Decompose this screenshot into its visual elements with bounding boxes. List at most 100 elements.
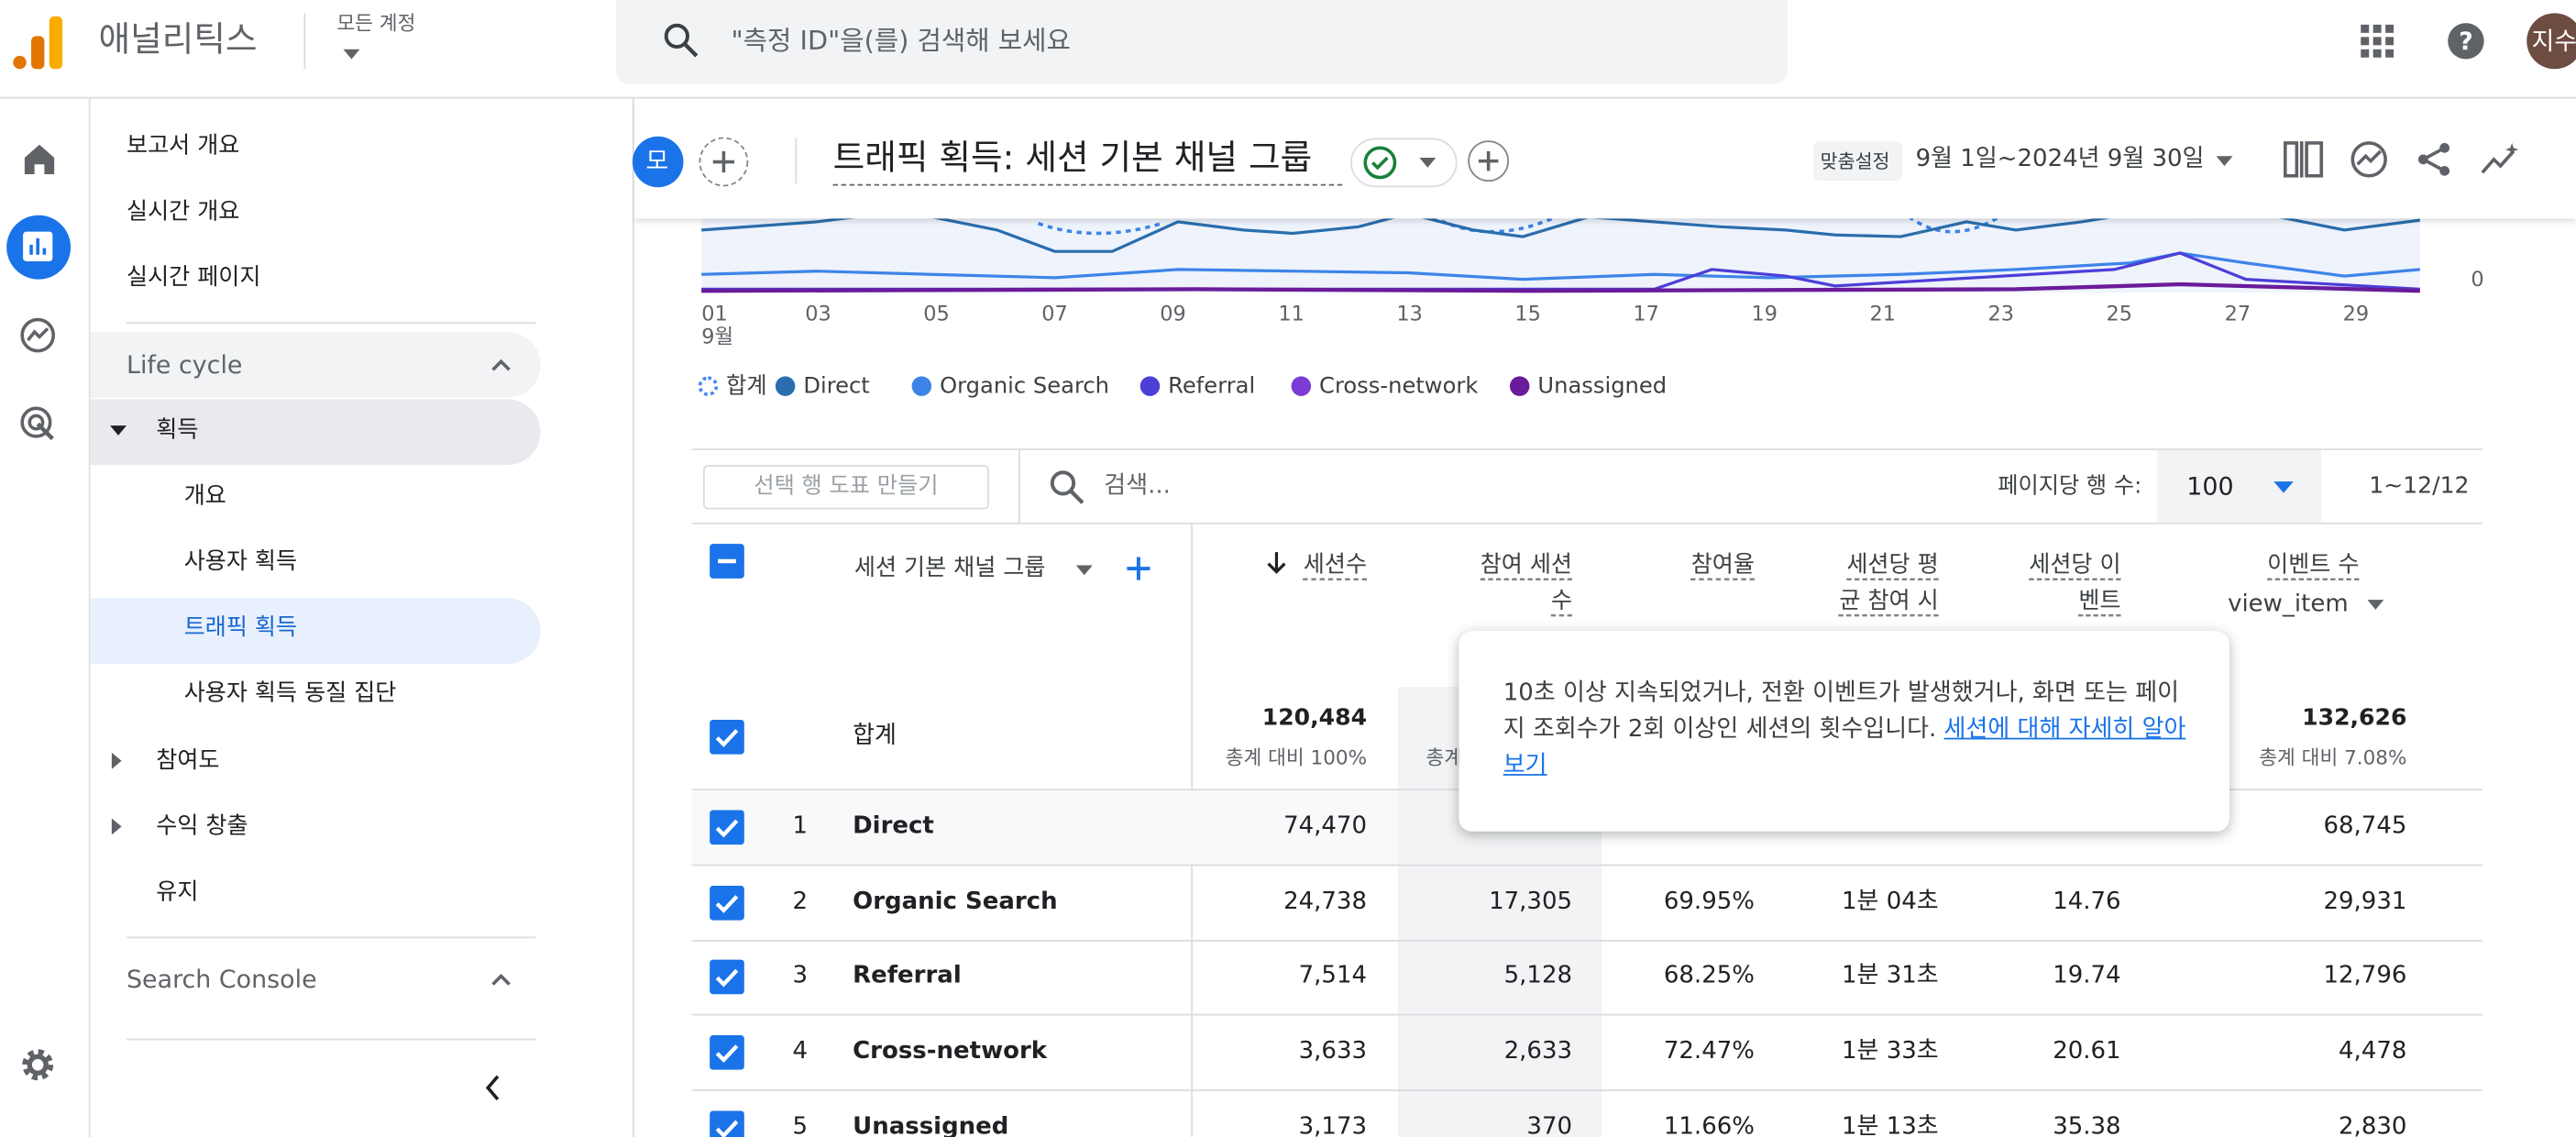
column-header[interactable]: 이벤트 수 bbox=[2267, 552, 2360, 579]
home-icon[interactable] bbox=[21, 141, 57, 177]
column-header[interactable]: 세션당 평균 참여 시간 bbox=[1839, 552, 1939, 615]
divider bbox=[303, 13, 306, 70]
report-header bbox=[633, 98, 2576, 219]
row-checkbox[interactable] bbox=[710, 810, 744, 845]
date-range[interactable]: 9월 1일~2024년 9월 30일 bbox=[1915, 146, 2205, 173]
nav-section[interactable]: Search Console bbox=[126, 964, 317, 995]
share-icon[interactable] bbox=[2416, 141, 2452, 177]
expand-right[interactable] bbox=[111, 752, 124, 769]
date-label: 맞춤설정 bbox=[1820, 149, 1890, 173]
search-box[interactable] bbox=[616, 0, 1788, 84]
column-header[interactable]: 세션당 이벤트 bbox=[2029, 552, 2121, 615]
search-placeholder[interactable]: "측정 ID"을(를) 검색해 보세요 bbox=[731, 24, 1071, 56]
row-channel[interactable]: Cross-network bbox=[853, 1038, 1048, 1065]
legend-swatch[interactable] bbox=[911, 376, 932, 396]
event-filter-arrow[interactable] bbox=[2367, 600, 2384, 610]
app-name: 애널리틱스 bbox=[98, 19, 258, 60]
column-header[interactable]: 참여율 bbox=[1690, 552, 1755, 579]
account-arrow[interactable] bbox=[343, 49, 360, 60]
cell-sessions: 74,470 bbox=[1283, 813, 1368, 840]
cell-sessions: 24,738 bbox=[1283, 888, 1368, 915]
insights-icon[interactable] bbox=[2350, 139, 2389, 179]
dimension-arrow[interactable] bbox=[1075, 565, 1093, 576]
collapse[interactable] bbox=[485, 1075, 501, 1101]
nav-item[interactable]: 실시간 개요 bbox=[126, 198, 240, 226]
status-pill[interactable] bbox=[1350, 138, 1458, 188]
select-all-checkbox[interactable] bbox=[710, 544, 744, 579]
table-search[interactable]: 검색... bbox=[1104, 473, 1171, 500]
date-label-bg bbox=[1813, 141, 1903, 182]
add-comparison[interactable] bbox=[699, 137, 750, 188]
rows-per-page-label: 페이지당 행 수: bbox=[1998, 473, 2142, 500]
row-channel[interactable]: Organic Search bbox=[853, 888, 1058, 915]
nav-item[interactable]: 실시간 페이지 bbox=[126, 264, 261, 292]
row-channel[interactable]: Unassigned bbox=[853, 1113, 1009, 1137]
rows-per-page: 100 bbox=[2186, 471, 2234, 502]
row-checkbox[interactable] bbox=[710, 885, 744, 921]
rows-select[interactable] bbox=[2157, 450, 2322, 523]
apps-icon[interactable] bbox=[2361, 24, 2394, 58]
check bbox=[715, 894, 739, 913]
unassigned-line bbox=[701, 281, 2420, 293]
expand-right[interactable] bbox=[111, 818, 124, 835]
row-channel[interactable]: Direct bbox=[853, 813, 934, 840]
chevron-up[interactable] bbox=[491, 973, 512, 986]
trend-icon[interactable] bbox=[2481, 141, 2520, 177]
legend-swatch[interactable] bbox=[1291, 376, 1312, 396]
row-channel[interactable]: Referral bbox=[853, 963, 962, 990]
dimension-header[interactable]: 세션 기본 채널 그룹 bbox=[853, 555, 1046, 582]
search-icon bbox=[664, 23, 699, 58]
explore-icon[interactable] bbox=[20, 317, 56, 353]
legend-label[interactable]: Unassigned bbox=[1537, 372, 1668, 400]
legend-swatch[interactable] bbox=[698, 376, 719, 396]
row-checkbox[interactable] bbox=[710, 960, 744, 995]
x-axis-label: 19 bbox=[1751, 300, 1778, 326]
nav-item[interactable]: 참여도 bbox=[156, 747, 220, 775]
x-axis-label: 11 bbox=[1278, 300, 1305, 326]
nav-sub-item[interactable]: 트래픽 획득 bbox=[183, 614, 298, 641]
settings-icon[interactable] bbox=[20, 1047, 56, 1083]
left-rail bbox=[0, 98, 91, 1137]
nav-section[interactable]: Life cycle bbox=[126, 349, 243, 380]
account-label[interactable]: 모든 계정 bbox=[336, 11, 416, 35]
row-checkbox[interactable] bbox=[710, 719, 744, 755]
expand-down[interactable] bbox=[110, 425, 127, 437]
date-arrow[interactable] bbox=[2216, 156, 2233, 167]
legend-swatch[interactable] bbox=[775, 376, 796, 396]
legend-swatch[interactable] bbox=[1139, 376, 1161, 396]
legend-label[interactable]: Direct bbox=[803, 372, 870, 400]
legend-swatch[interactable] bbox=[1509, 376, 1530, 396]
compare-icon[interactable] bbox=[2284, 141, 2324, 178]
nav-item[interactable]: 수익 창출 bbox=[156, 813, 248, 840]
add-button[interactable] bbox=[1467, 139, 1510, 182]
active-item-bg[interactable] bbox=[90, 598, 541, 665]
nav-item[interactable]: 보고서 개요 bbox=[126, 133, 240, 160]
nav-sub-item[interactable]: 사용자 획득 동질 집단 bbox=[183, 679, 397, 707]
help-icon[interactable]: ? bbox=[2446, 21, 2485, 61]
section-bg[interactable] bbox=[90, 332, 541, 398]
make-chart-button[interactable] bbox=[703, 465, 989, 510]
sort-arrow[interactable] bbox=[1267, 552, 1287, 575]
tooltip-link[interactable]: 세션에 대해 자세히 알아보기 bbox=[1503, 716, 2186, 779]
legend-label[interactable]: Organic Search bbox=[940, 372, 1110, 400]
legend-label[interactable]: 합계 bbox=[726, 372, 767, 400]
nav-group[interactable]: 획득 bbox=[156, 417, 199, 444]
advertising-icon[interactable] bbox=[20, 406, 60, 446]
badge-bg[interactable] bbox=[632, 136, 684, 188]
chart-lines bbox=[701, 212, 2420, 293]
chevron-up[interactable] bbox=[491, 359, 512, 371]
column-header[interactable]: 참여 세션수 bbox=[1480, 552, 1573, 615]
event-filter[interactable]: view_item bbox=[2228, 591, 2349, 618]
legend-label[interactable]: Referral bbox=[1168, 372, 1256, 400]
add-dimension[interactable] bbox=[1126, 556, 1152, 582]
avatar[interactable] bbox=[2526, 13, 2576, 70]
check bbox=[715, 1044, 739, 1064]
row-checkbox[interactable] bbox=[710, 1110, 744, 1137]
nav-sub-item[interactable]: 개요 bbox=[183, 482, 226, 510]
row-checkbox[interactable] bbox=[710, 1035, 744, 1070]
column-header[interactable]: 세션수 bbox=[1303, 552, 1368, 579]
group-bg[interactable] bbox=[90, 399, 541, 466]
legend-label[interactable]: Cross-network bbox=[1319, 372, 1479, 400]
nav-sub-item[interactable]: 사용자 획득 bbox=[183, 548, 298, 576]
nav-item[interactable]: 유지 bbox=[156, 878, 199, 906]
